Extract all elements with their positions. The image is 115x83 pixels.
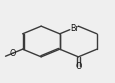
- Text: O: O: [75, 62, 81, 71]
- Text: Br: Br: [70, 24, 79, 33]
- Text: O: O: [10, 49, 16, 58]
